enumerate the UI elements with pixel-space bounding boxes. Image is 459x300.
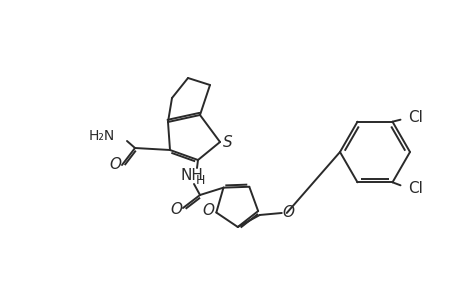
- Text: Cl: Cl: [408, 181, 422, 196]
- Text: Cl: Cl: [408, 110, 422, 125]
- Text: H: H: [195, 175, 204, 188]
- Text: O: O: [282, 206, 294, 220]
- Text: O: O: [202, 203, 214, 218]
- Text: O: O: [109, 157, 121, 172]
- Text: S: S: [223, 134, 232, 149]
- Text: O: O: [170, 202, 182, 217]
- Text: NH: NH: [180, 167, 203, 182]
- Text: H₂N: H₂N: [89, 129, 115, 143]
